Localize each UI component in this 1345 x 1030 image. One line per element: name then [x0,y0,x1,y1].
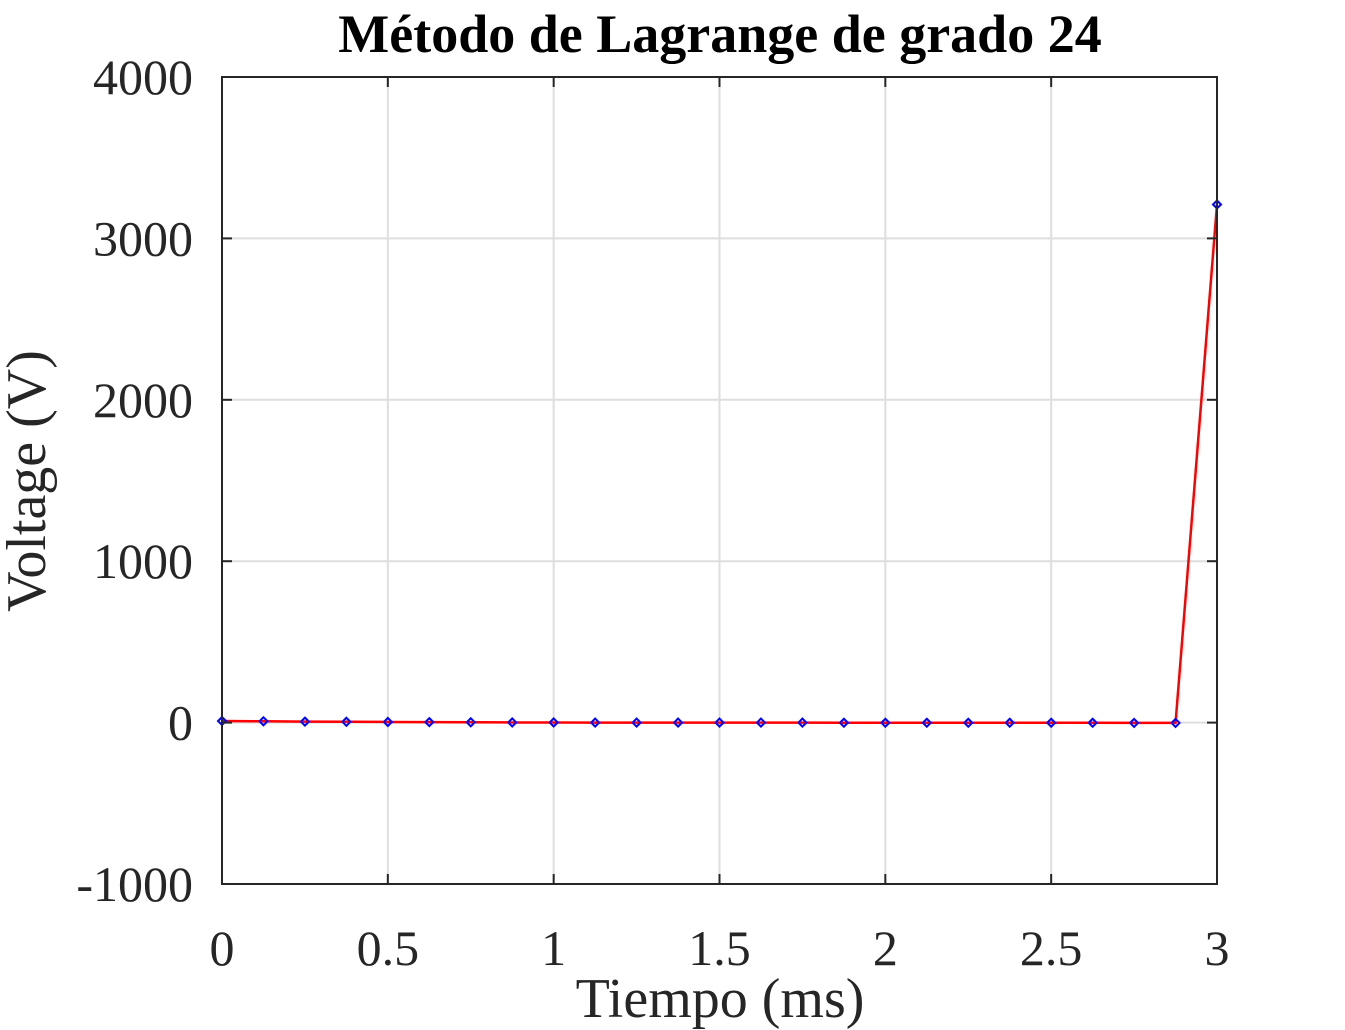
y-tick-label: 1000 [93,533,193,589]
data-point [631,717,642,729]
data-point [714,717,725,729]
data-point [1170,717,1181,729]
data-point [1087,717,1099,729]
y-tick-label: 4000 [93,49,193,105]
x-axis-label: Tiempo (ms) [576,968,865,1030]
data-point [340,716,352,728]
y-tick-label: -1000 [76,856,193,912]
data-point [258,715,269,727]
y-tick-label: 0 [168,695,193,751]
data-point [962,717,974,729]
data-point [423,716,435,728]
y-axis-label: Voltage (V) [0,350,58,612]
data-point [1004,717,1016,729]
tick-labels: 0 0.5 1 1.5 2 2.5 3 -1000 0 1000 2000 3000 4000 [76,49,1229,976]
data-point [382,716,394,728]
data-point [879,717,891,729]
data-point [838,717,850,729]
data-point [506,717,518,728]
data-point [1045,717,1057,729]
data-point [672,717,684,729]
data-point [465,716,477,728]
x-tick-label: 3 [1205,920,1230,976]
x-tick-label: 0 [210,920,235,976]
x-tick-label: 1 [541,920,566,976]
x-tick-label: 0.5 [357,920,420,976]
chart-title: Método de Lagrange de grado 24 [338,4,1101,64]
data-point [548,717,560,728]
y-tick-label: 3000 [93,210,193,266]
x-tick-label: 1.5 [688,920,751,976]
data-point [921,717,933,729]
data-point [589,717,601,729]
data-point [1128,717,1140,729]
series-layer [216,199,1223,729]
data-point [299,716,311,728]
ticks [221,76,1218,885]
data-point [797,717,808,729]
series-line [221,204,1219,725]
x-tick-label: 2.5 [1020,920,1083,976]
y-tick-label: 2000 [93,372,193,428]
grid [221,76,1218,885]
x-tick-label: 2 [873,920,898,976]
data-point [755,717,767,729]
